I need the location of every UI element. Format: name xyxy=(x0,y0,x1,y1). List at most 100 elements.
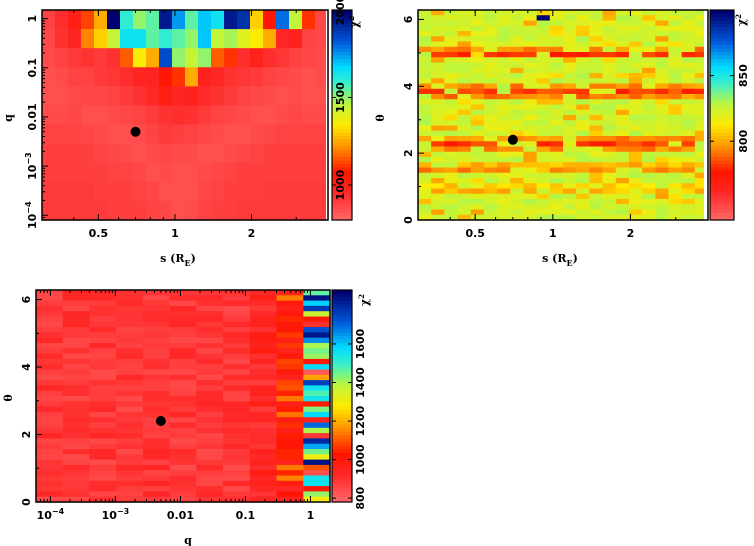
heatmap-cell xyxy=(169,348,197,355)
heatmap-cell xyxy=(303,406,331,413)
heatmap-cell xyxy=(89,385,117,392)
heatmap-cell xyxy=(431,104,445,111)
heatmap-cell xyxy=(303,411,331,418)
heatmap-cell xyxy=(655,115,670,121)
colorbar-segment xyxy=(332,209,352,214)
heatmap-cell xyxy=(237,143,251,164)
heatmap-cell xyxy=(668,20,683,27)
heatmap-cell xyxy=(510,120,525,127)
heatmap-cell xyxy=(681,141,696,148)
heatmap-cell xyxy=(536,183,551,190)
colorbar-segment xyxy=(332,34,352,39)
heatmap-cell xyxy=(223,311,251,318)
heatmap-cell xyxy=(62,464,91,471)
colorbar-segment xyxy=(332,132,352,137)
heatmap-cell xyxy=(615,104,630,111)
heatmap-cell xyxy=(694,15,709,22)
heatmap-cell xyxy=(457,62,472,69)
heatmap-cell xyxy=(169,380,197,386)
heatmap-cell xyxy=(169,327,197,333)
heatmap-cell xyxy=(576,94,590,100)
heatmap-cell xyxy=(276,396,304,402)
heatmap-cell xyxy=(431,57,445,64)
heatmap-cell xyxy=(576,88,590,95)
colorbar-segment xyxy=(332,164,352,169)
heatmap-cell xyxy=(589,67,604,74)
heatmap-cell xyxy=(169,422,197,429)
heatmap-cell xyxy=(642,73,656,79)
heatmap-cell xyxy=(536,46,551,53)
heatmap-cell xyxy=(142,449,171,455)
heatmap-cell xyxy=(589,214,604,221)
heatmap-cell xyxy=(536,57,551,64)
heatmap-cell xyxy=(431,130,445,137)
heatmap-cell xyxy=(431,78,445,85)
heatmap-cell xyxy=(250,124,264,145)
heatmap-cell xyxy=(62,486,91,492)
heatmap-cell xyxy=(89,390,117,397)
heatmap-cell xyxy=(523,20,538,27)
colorbar-segment xyxy=(332,487,352,492)
heatmap-cell xyxy=(470,130,485,137)
heatmap-cell xyxy=(615,78,630,85)
heatmap-cell xyxy=(81,181,95,202)
colorbar-segment xyxy=(710,48,734,53)
heatmap-cell xyxy=(142,475,171,482)
heatmap-cell xyxy=(263,86,277,107)
heatmap-cell xyxy=(276,380,304,386)
heatmap-cell xyxy=(694,162,709,169)
heatmap-cell xyxy=(523,167,538,174)
heatmap-cell xyxy=(62,422,91,429)
heatmap-cell xyxy=(563,15,577,22)
colorbar-segment xyxy=(710,59,734,64)
colorbar-segment xyxy=(710,146,734,151)
heatmap-cell xyxy=(497,141,511,148)
x-tick-label: 1 xyxy=(171,227,179,240)
heatmap-cell xyxy=(497,199,511,205)
plot-frame xyxy=(41,9,329,221)
colorbar-segment xyxy=(710,111,734,116)
heatmap-cell xyxy=(628,214,643,221)
heatmap-cell xyxy=(211,143,225,164)
heatmap-cell xyxy=(142,374,171,381)
colorbar-segment xyxy=(710,76,734,81)
heatmap-cell xyxy=(470,209,485,216)
heatmap-cell xyxy=(89,343,117,349)
heatmap-cell xyxy=(483,146,498,153)
heatmap-cell xyxy=(549,20,564,27)
colorbar-segment xyxy=(710,80,734,85)
colorbar-segment xyxy=(332,367,352,372)
heatmap-cell xyxy=(185,86,199,107)
heatmap-cell xyxy=(196,401,224,408)
heatmap-cell xyxy=(303,353,331,360)
heatmap-cell xyxy=(563,199,577,205)
colorbar-segment xyxy=(332,452,352,457)
heatmap-cell xyxy=(681,104,696,111)
heatmap-cell xyxy=(497,209,511,216)
heatmap-cell xyxy=(418,46,432,53)
colorbar-segment xyxy=(332,417,352,422)
heatmap-cell xyxy=(169,295,197,302)
heatmap-cell xyxy=(196,411,224,418)
heatmap-cell xyxy=(470,188,485,195)
heatmap-cell xyxy=(94,86,108,107)
heatmap-cell xyxy=(36,417,64,424)
heatmap-cell xyxy=(276,290,304,296)
heatmap-cell xyxy=(142,422,171,429)
heatmap-cell xyxy=(315,29,329,49)
heatmap-cell xyxy=(470,15,485,22)
heatmap-cell xyxy=(276,454,304,461)
heatmap-cell xyxy=(36,305,64,312)
heatmap-cell xyxy=(196,390,224,397)
heatmap-cell xyxy=(642,25,656,32)
heatmap-cell xyxy=(89,433,117,439)
heatmap-cell xyxy=(62,396,91,402)
heatmap-cell xyxy=(497,172,511,179)
heatmap-cell xyxy=(303,327,331,333)
colorbar-segment xyxy=(332,146,352,151)
heatmap-cell xyxy=(431,157,445,163)
heatmap-cell xyxy=(694,214,709,221)
heatmap-cell xyxy=(431,99,445,106)
heatmap-cell xyxy=(615,178,630,184)
